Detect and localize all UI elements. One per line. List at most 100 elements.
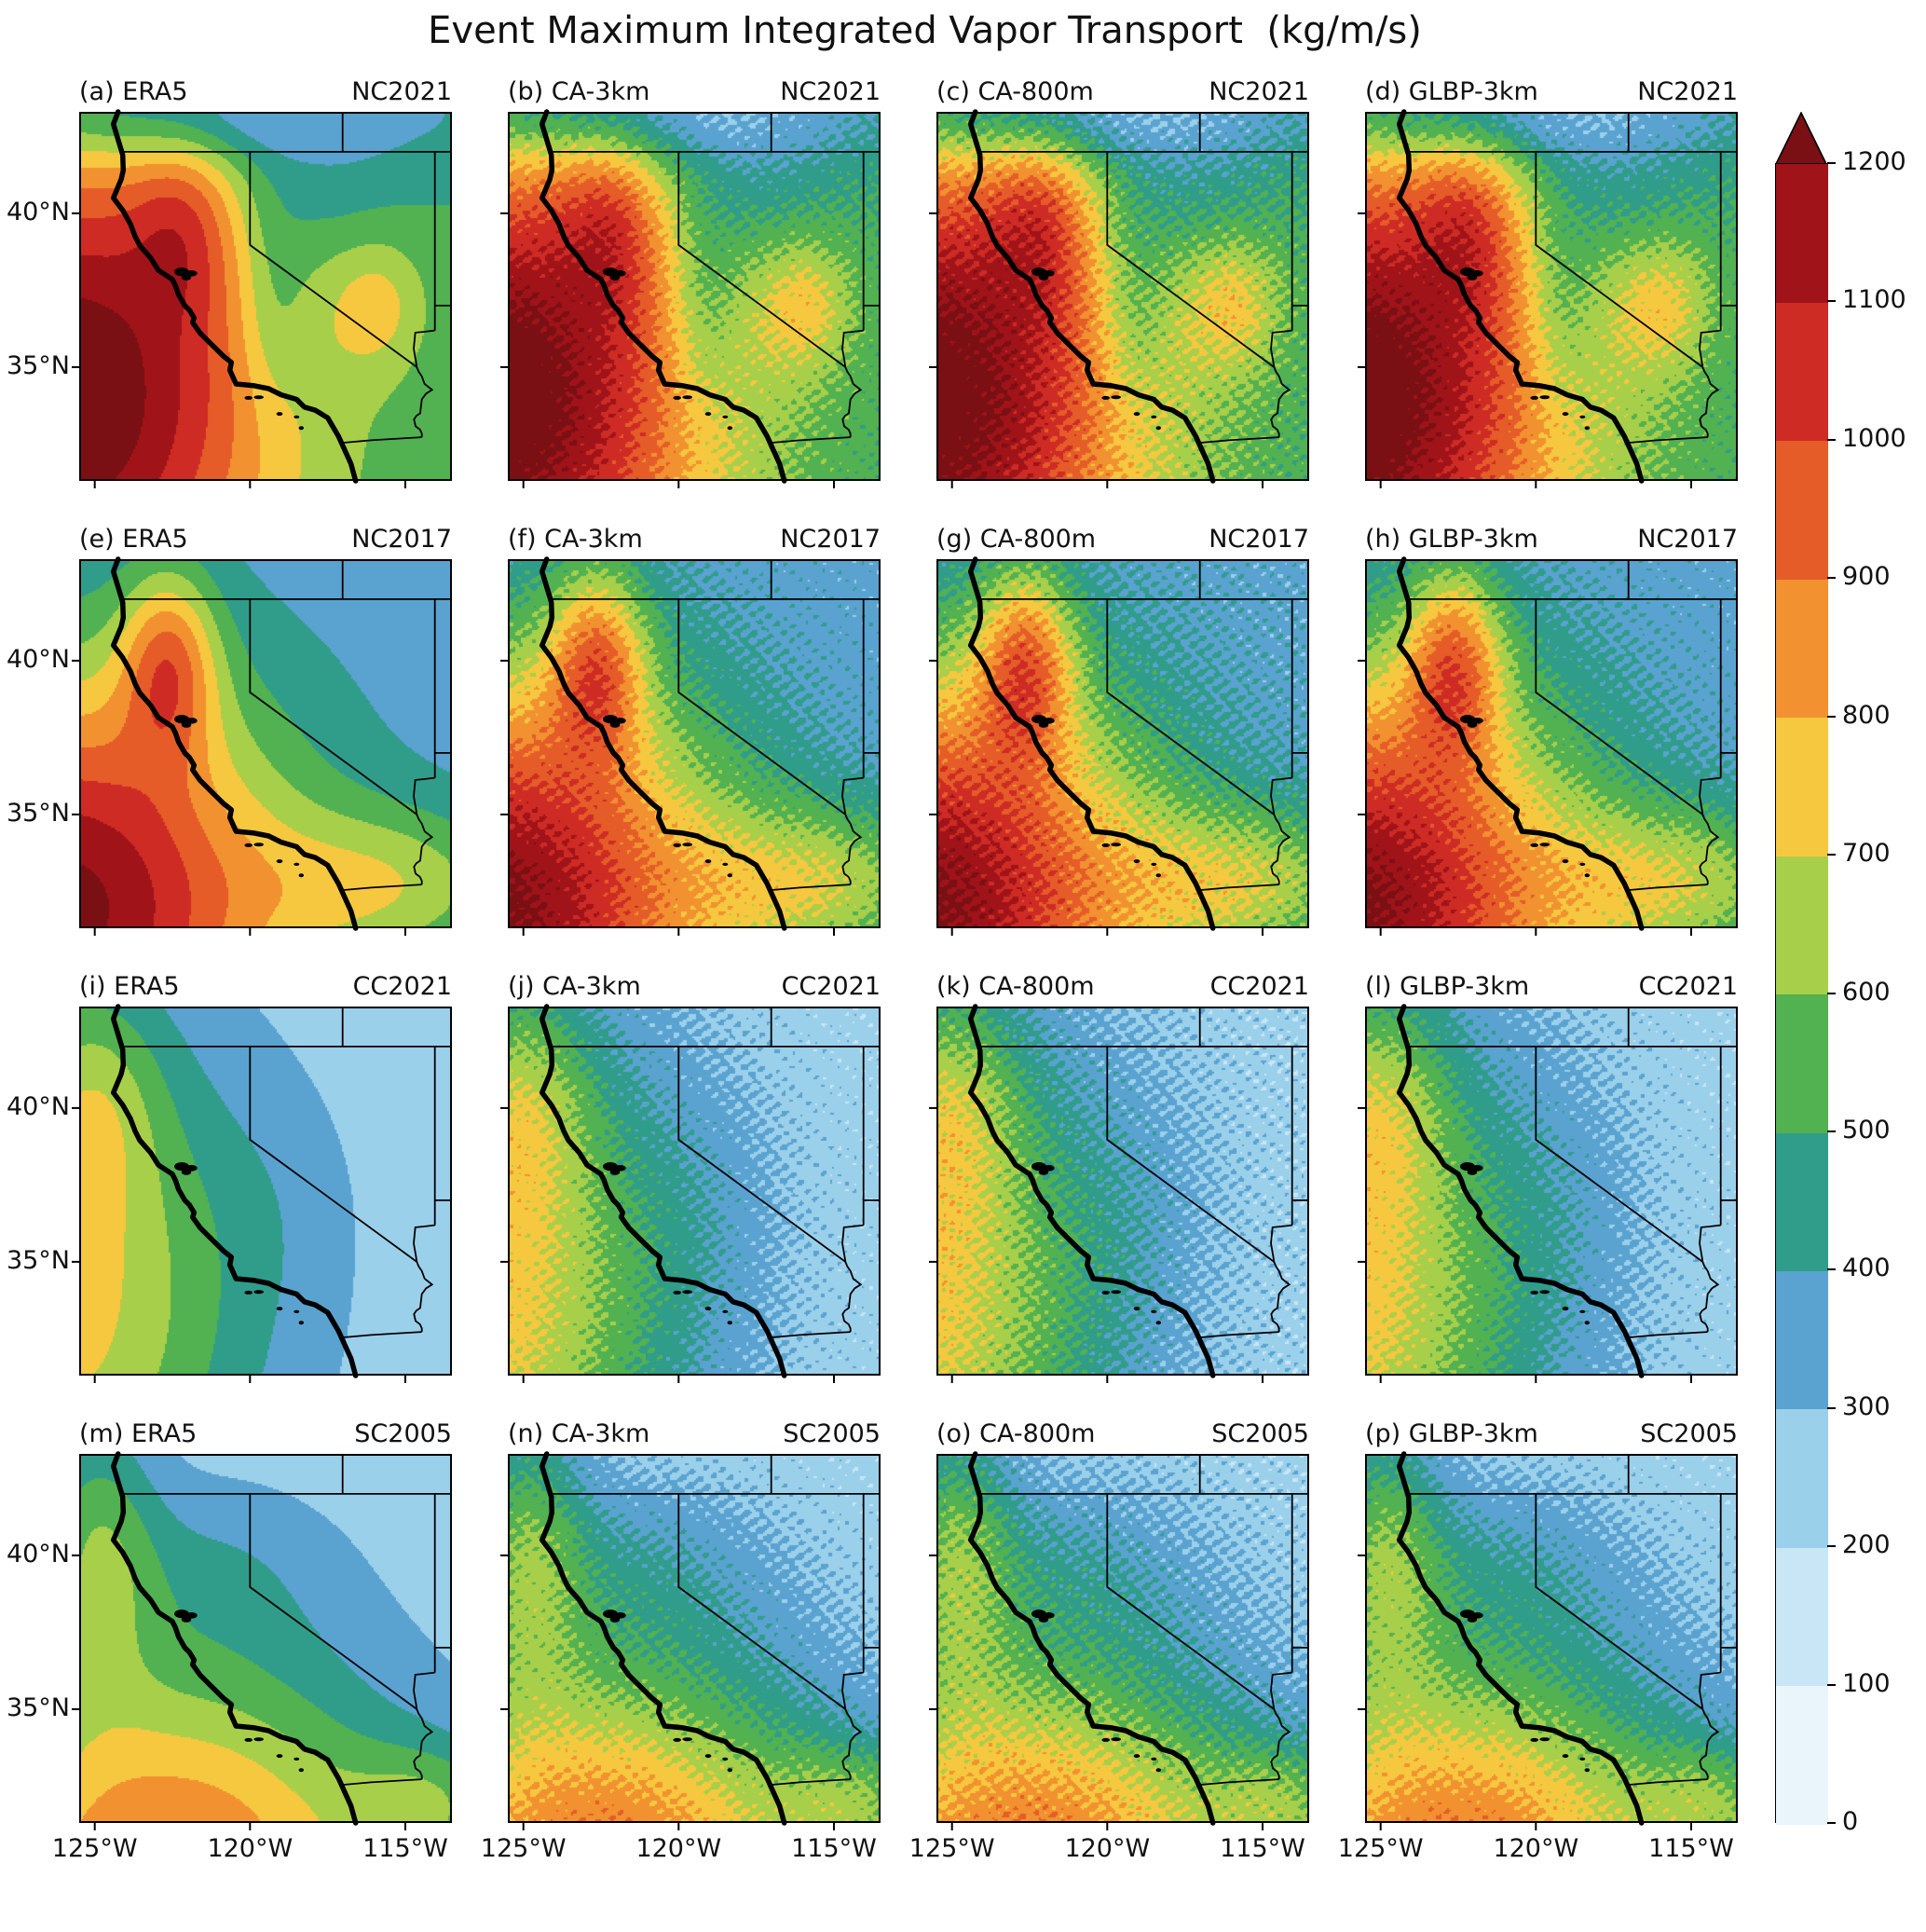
panel-header: (o) CA-800m SC2005	[936, 1415, 1309, 1448]
colorbar-tick	[1827, 1268, 1836, 1271]
state-borders	[1405, 1007, 1738, 1339]
colorbar-segment	[1776, 440, 1828, 580]
colorbar-tick-label: 1100	[1842, 285, 1906, 315]
panel-label: (l) GLBP-3km	[1365, 972, 1530, 1001]
map-frame	[936, 559, 1309, 928]
colorbar-segment	[1776, 1408, 1828, 1548]
map-panel-e: (e) ERA5 NC2017	[72, 520, 452, 966]
map-area	[72, 109, 452, 488]
colorbar-segment	[1776, 856, 1828, 995]
bay-and-islands	[174, 267, 304, 431]
map-overlay-svg	[1358, 109, 1738, 488]
axis-ticks	[929, 212, 1264, 488]
map-overlay-svg	[929, 1004, 1309, 1383]
colorbar-segment	[1776, 302, 1828, 442]
x-axis-tick-label: 125°W	[908, 1834, 995, 1863]
axis-ticks	[929, 659, 1264, 936]
map-frame	[1365, 1007, 1738, 1376]
map-frame	[1365, 1454, 1738, 1823]
ivt-map-canvas	[1365, 559, 1738, 928]
map-frame	[936, 1454, 1309, 1823]
map-area	[929, 556, 1309, 936]
colorbar-tick-label: 0	[1842, 1807, 1859, 1836]
colorbar-tick-label: 900	[1842, 562, 1891, 592]
axis-ticks	[72, 212, 406, 488]
map-panel-a: (a) ERA5 NC2021	[72, 73, 452, 518]
figure-title: Event Maximum Integrated Vapor Transport…	[428, 9, 1422, 52]
axis-ticks	[1358, 659, 1692, 936]
bay-and-islands	[603, 1610, 732, 1773]
colorbar-tick	[1827, 577, 1836, 580]
map-frame	[79, 1454, 452, 1823]
axis-ticks	[500, 659, 835, 936]
panel-header: (n) CA-3km SC2005	[508, 1415, 881, 1448]
state-borders	[119, 559, 452, 892]
map-frame	[1365, 559, 1738, 928]
panel-event-label: CC2021	[1209, 972, 1309, 1001]
y-axis-tick-label: 40°N	[6, 644, 70, 674]
axis-ticks	[929, 1554, 1264, 1830]
colorbar-segment	[1776, 1685, 1828, 1825]
axis-ticks	[1358, 212, 1692, 488]
panel-event-label: NC2017	[780, 525, 881, 554]
axis-ticks	[72, 1554, 406, 1830]
colorbar-segment	[1776, 164, 1828, 304]
axis-ticks	[500, 1554, 835, 1830]
coastline	[967, 556, 1216, 931]
panel-event-label: NC2017	[1637, 525, 1738, 554]
state-borders	[1405, 112, 1738, 445]
colorbar-tick-label: 400	[1842, 1254, 1891, 1283]
bay-and-islands	[1460, 1162, 1590, 1325]
map-area	[500, 1451, 881, 1830]
y-axis-tick-label: 35°N	[6, 798, 70, 828]
y-axis-tick-label: 35°N	[6, 1692, 70, 1722]
map-panel-b: (b) CA-3km NC2021	[500, 73, 881, 518]
panel-event-label: CC2021	[1638, 972, 1738, 1001]
bay-and-islands	[174, 1610, 304, 1773]
axis-ticks	[1358, 1554, 1692, 1830]
panel-event-label: SC2005	[354, 1419, 452, 1448]
map-area	[500, 109, 881, 488]
colorbar-segment	[1776, 1270, 1828, 1410]
map-overlay-svg	[500, 1451, 881, 1830]
panel-label: (c) CA-800m	[936, 77, 1094, 106]
ivt-map-canvas	[508, 1454, 881, 1823]
map-frame	[1365, 112, 1738, 481]
colorbar-tick	[1827, 438, 1836, 441]
state-borders	[977, 112, 1309, 445]
coastline	[1396, 109, 1645, 484]
ivt-map-canvas	[508, 559, 881, 928]
panel-label: (e) ERA5	[79, 525, 188, 554]
state-borders	[548, 559, 881, 892]
x-axis-tick-label: 120°W	[207, 1834, 294, 1863]
map-frame	[936, 1007, 1309, 1376]
coastline	[110, 1451, 359, 1826]
map-overlay-svg	[72, 1451, 452, 1830]
axis-ticks	[72, 659, 406, 936]
colorbar-tick-label: 500	[1842, 1115, 1891, 1144]
panel-event-label: NC2021	[351, 77, 452, 106]
ivt-map-canvas	[1365, 1454, 1738, 1823]
panel-header: (b) CA-3km NC2021	[508, 73, 881, 106]
map-frame	[508, 559, 881, 928]
map-area	[929, 1004, 1309, 1383]
axis-ticks	[500, 212, 835, 488]
coastline	[539, 109, 787, 484]
map-panel-f: (f) CA-3km NC2017	[500, 520, 881, 966]
panel-event-label: NC2017	[1209, 525, 1309, 554]
colorbar-tick	[1827, 992, 1836, 994]
coastline	[539, 556, 787, 931]
coastline	[539, 1004, 787, 1378]
colorbar-tick-label: 800	[1842, 700, 1891, 730]
map-overlay-svg	[1358, 556, 1738, 936]
bay-and-islands	[1460, 715, 1590, 878]
ivt-map-canvas	[936, 1454, 1309, 1823]
panel-label: (f) CA-3km	[508, 525, 643, 554]
colorbar-body	[1775, 163, 1828, 1825]
map-frame	[936, 112, 1309, 481]
colorbar-segment	[1776, 717, 1828, 856]
x-axis-tick-label: 115°W	[791, 1834, 877, 1863]
panel-header: (h) GLBP-3km NC2017	[1365, 520, 1738, 554]
coastline	[967, 1004, 1216, 1378]
